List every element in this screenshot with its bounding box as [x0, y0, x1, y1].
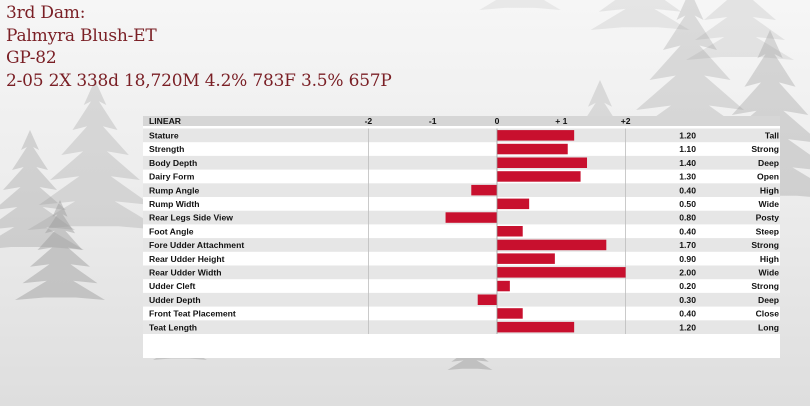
- trait-bar: [477, 294, 497, 305]
- chart-title: LINEAR: [149, 116, 182, 126]
- trait-value-label: 2.00: [679, 268, 696, 278]
- trait-descriptor: Strong: [751, 281, 779, 291]
- tree-silhouette: [0, 130, 84, 250]
- trait-label: Foot Angle: [149, 226, 194, 236]
- row-stripe: [143, 320, 780, 334]
- trait-descriptor: Steep: [756, 226, 779, 236]
- animal-name: Palmyra Blush-ET: [6, 25, 157, 46]
- row-stripe: [143, 292, 780, 307]
- linear-trait-chart: LINEAR -2 -1 0 + 1 +2 Stature 1.20 Tall Strength 1…: [143, 116, 780, 334]
- trait-label: Teat Length: [149, 322, 197, 332]
- trait-label: Front Teat Placement: [149, 309, 236, 319]
- trait-descriptor: Long: [758, 322, 779, 332]
- tree-silhouette: [686, 0, 794, 60]
- trait-descriptor: Close: [756, 309, 780, 319]
- trait-label: Rump Width: [149, 199, 200, 209]
- trait-value-label: 0.40: [679, 185, 696, 195]
- tree-silhouette: [15, 200, 105, 300]
- row-stripe: [143, 155, 780, 170]
- trait-label: Dairy Form: [149, 172, 195, 182]
- trait-descriptor: Strong: [751, 144, 779, 154]
- trait-descriptor: High: [760, 254, 779, 264]
- animal-heading: 3rd Dam: Palmyra Blush-ET GP-82 2-05 2X …: [6, 2, 392, 92]
- trait-descriptor: Deep: [758, 158, 779, 168]
- x-tick-label: -2: [365, 116, 373, 126]
- trait-descriptor: Posty: [756, 213, 780, 223]
- row-stripe: [143, 128, 780, 143]
- trait-bar: [497, 308, 523, 319]
- trait-bar: [497, 143, 568, 155]
- production-record: 2-05 2X 338d 18,720M 4.2% 783F 3.5% 657P: [6, 70, 392, 91]
- trait-value-label: 1.40: [679, 158, 696, 168]
- trait-label: Stature: [149, 131, 179, 141]
- trait-value-label: 0.30: [679, 295, 696, 305]
- trait-descriptor: Wide: [759, 199, 780, 209]
- x-tick-label: + 1: [555, 116, 567, 126]
- trait-bar: [497, 226, 523, 237]
- linear-chart-panel: LINEAR -2 -1 0 + 1 +2 Stature 1.20 Tall Strength 1…: [143, 116, 780, 358]
- trait-label: Body Depth: [149, 158, 197, 168]
- trait-value-label: 1.10: [679, 144, 696, 154]
- trait-bar: [445, 212, 497, 223]
- trait-label: Rump Angle: [149, 185, 200, 195]
- trait-bar: [471, 184, 497, 196]
- trait-bar: [497, 280, 510, 292]
- x-tick-label: +2: [621, 116, 631, 126]
- trait-bar: [497, 253, 555, 264]
- tree-silhouette: [479, 0, 561, 10]
- trait-descriptor: High: [760, 185, 779, 195]
- chart-header-row: [143, 116, 780, 126]
- x-tick-label: -1: [429, 116, 437, 126]
- trait-value-label: 0.40: [679, 309, 696, 319]
- trait-descriptor: Open: [757, 172, 779, 182]
- trait-bar: [497, 267, 626, 278]
- trait-label: Rear Udder Width: [149, 268, 222, 278]
- trait-value-label: 1.30: [679, 172, 696, 182]
- trait-descriptor: Tall: [765, 131, 779, 141]
- trait-bar: [497, 171, 581, 182]
- trait-label: Rear Legs Side View: [149, 213, 233, 223]
- trait-value-label: 0.20: [679, 281, 696, 291]
- trait-value-label: 1.20: [679, 131, 696, 141]
- trait-descriptor: Strong: [751, 240, 779, 250]
- trait-value-label: 0.80: [679, 213, 696, 223]
- trait-descriptor: Wide: [759, 268, 780, 278]
- x-tick-label: 0: [495, 116, 500, 126]
- trait-bar: [497, 198, 530, 210]
- trait-value-label: 1.70: [679, 240, 696, 250]
- trait-label: Strength: [149, 144, 184, 154]
- trait-bar: [497, 321, 575, 333]
- tree-silhouette: [590, 0, 690, 30]
- trait-value-label: 0.50: [679, 199, 696, 209]
- trait-descriptor: Deep: [758, 295, 779, 305]
- row-stripe: [143, 238, 780, 252]
- dam-label: 3rd Dam:: [6, 3, 86, 23]
- trait-bar: [497, 239, 607, 251]
- tree-silhouette: [27, 80, 163, 230]
- trait-value-label: 1.20: [679, 322, 696, 332]
- row-stripe: [143, 183, 780, 197]
- trait-value-label: 0.90: [679, 254, 696, 264]
- trait-bar: [497, 157, 588, 168]
- trait-bar: [497, 130, 575, 141]
- trait-label: Fore Udder Attachment: [149, 240, 244, 250]
- trait-label: Udder Cleft: [149, 281, 195, 291]
- trait-value-label: 0.40: [679, 226, 696, 236]
- tree-silhouette: [693, 30, 810, 200]
- trait-label: Udder Depth: [149, 295, 201, 305]
- classification-score: GP-82: [6, 48, 57, 68]
- trait-label: Rear Udder Height: [149, 254, 225, 264]
